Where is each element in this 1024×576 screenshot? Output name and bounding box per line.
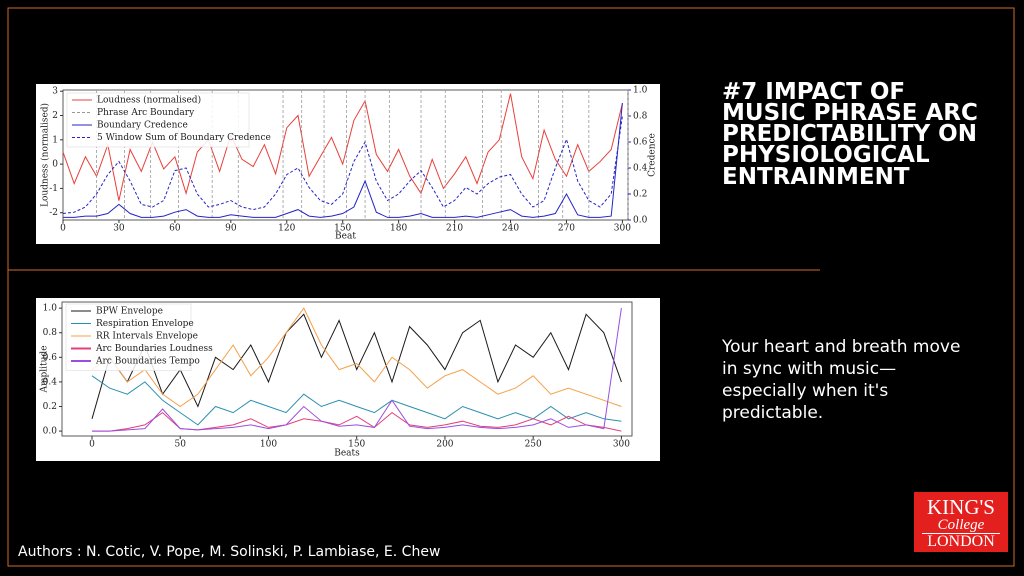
y-tick-label: 1.0	[43, 304, 58, 314]
y-tick-label: 1	[52, 135, 58, 145]
logo-text: College	[937, 517, 985, 533]
x-tick-label: 210	[446, 224, 463, 234]
y-tick-label: 0.8	[43, 328, 58, 338]
x-tick-label: 90	[225, 224, 237, 234]
legend-label: Loudness (normalised)	[97, 95, 201, 106]
plot-frame	[61, 301, 633, 437]
y-tick-label: 0	[52, 160, 58, 170]
legend-label: 5 Window Sum of Boundary Credence	[97, 133, 271, 143]
y-tick-label: -1	[49, 184, 58, 194]
slide-border	[7, 7, 1015, 567]
y-tick-label: -2	[49, 208, 58, 218]
x-axis-label: Beats	[334, 449, 360, 459]
legend-label: BPW Envelope	[96, 307, 163, 317]
series-line	[62, 93, 623, 201]
x-tick-label: 270	[558, 224, 575, 234]
legend-label: Boundary Credence	[97, 121, 188, 131]
legend-box	[65, 303, 192, 371]
y2-tick-label: 0.8	[633, 112, 648, 122]
series-line	[62, 115, 623, 214]
x-tick-label: 120	[278, 224, 295, 234]
logo-text: KING'S	[927, 495, 995, 519]
x-tick-label: 0	[60, 224, 66, 234]
y-tick-label: 2	[52, 111, 58, 121]
slide-body: Your heart and breath move in sync with …	[722, 337, 961, 424]
legend-label: RR Intervals Envelope	[96, 332, 198, 342]
x-tick-label: 300	[613, 440, 630, 450]
y2-tick-label: 0.4	[633, 164, 648, 174]
y-tick-label: 3	[52, 87, 58, 97]
x-tick-label: 180	[390, 224, 407, 234]
y-axis-label: Loudness (normalised)	[40, 103, 51, 207]
y2-tick-label: 1.0	[633, 86, 648, 96]
x-tick-label: 50	[175, 440, 187, 450]
slide-title: #7 IMPACT OF MUSIC PHRASE ARC PREDICTABI…	[722, 79, 978, 190]
legend-label: Arc Boundaries Tempo	[95, 357, 200, 367]
y-tick-label: 0.2	[43, 402, 57, 412]
y2-tick-label: 0.2	[633, 190, 647, 200]
series-line	[92, 308, 622, 432]
y-axis-label: Amplitude	[40, 345, 50, 393]
legend-box	[66, 92, 250, 148]
x-tick-label: 100	[260, 440, 277, 450]
x-tick-label: 240	[502, 224, 519, 234]
series-line	[63, 102, 623, 218]
series-line	[91, 307, 622, 408]
legend-label: Phrase Arc Boundary	[97, 108, 195, 118]
x-axis-label: Beat	[335, 232, 356, 242]
x-tick-label: 0	[89, 440, 95, 450]
x-tick-label: 250	[525, 440, 542, 450]
y-tick-label: 0.6	[43, 353, 58, 363]
logo-text: LONDON	[922, 533, 1000, 550]
legend-label: Arc Boundaries Loudness	[95, 344, 213, 354]
logo: KING'S College LONDON	[914, 492, 1008, 552]
y2-axis-label: Credence	[648, 133, 658, 177]
x-tick-label: 150	[334, 224, 351, 234]
legend-label: Respiration Envelope	[96, 319, 194, 329]
authors: Authors : N. Cotic, V. Pope, M. Solinski…	[18, 544, 441, 560]
x-tick-label: 200	[436, 440, 453, 450]
x-tick-label: 30	[113, 224, 125, 234]
x-tick-label: 60	[169, 224, 181, 234]
x-tick-label: 150	[348, 440, 365, 450]
y2-tick-label: 0.6	[633, 138, 648, 148]
x-tick-label: 300	[614, 224, 631, 234]
y2-tick-label: 0.0	[633, 216, 648, 226]
y-tick-label: 0.0	[43, 427, 58, 437]
y-tick-label: 0.4	[43, 377, 58, 387]
